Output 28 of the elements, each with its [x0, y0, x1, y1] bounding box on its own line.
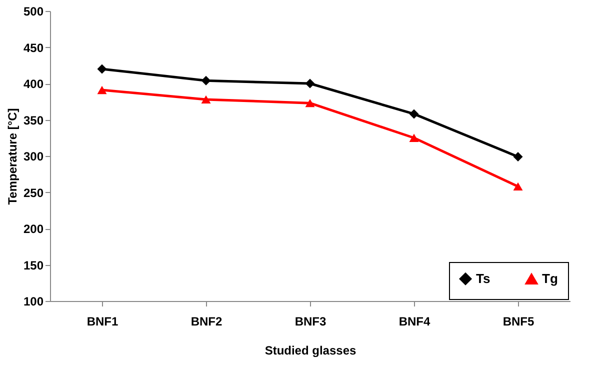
x-tick-label: BNF2 [190, 314, 222, 328]
point [409, 109, 419, 119]
y-tick-label: 350 [23, 113, 44, 128]
y-tick-label: 100 [23, 294, 44, 308]
point [97, 86, 107, 94]
point [305, 78, 315, 88]
x-tick-label: BNF3 [294, 314, 326, 328]
y-tick-label: 500 [23, 4, 44, 18]
y-tick-label: 150 [23, 258, 44, 272]
y-axis-title: Temperature [°C] [5, 108, 20, 205]
point [409, 134, 419, 142]
x-tick-label: BNF4 [398, 314, 430, 328]
point [513, 152, 523, 162]
x-tick-label: BNF1 [86, 314, 118, 328]
legend-label: Tg [542, 271, 558, 286]
y-tick-label: 200 [23, 222, 44, 236]
point [513, 182, 523, 191]
y-tick-label: 400 [23, 77, 44, 91]
x-tick-label: BNF5 [502, 314, 534, 328]
x-axis-title: Studied glasses [264, 344, 357, 358]
point [201, 95, 211, 104]
y-tick-label: 250 [23, 186, 44, 200]
y-tick-label: 450 [23, 40, 44, 55]
point [305, 98, 315, 108]
y-tick-label: 300 [23, 150, 44, 164]
point [201, 76, 211, 86]
legend-label: Ts [476, 270, 490, 286]
point [97, 64, 107, 74]
